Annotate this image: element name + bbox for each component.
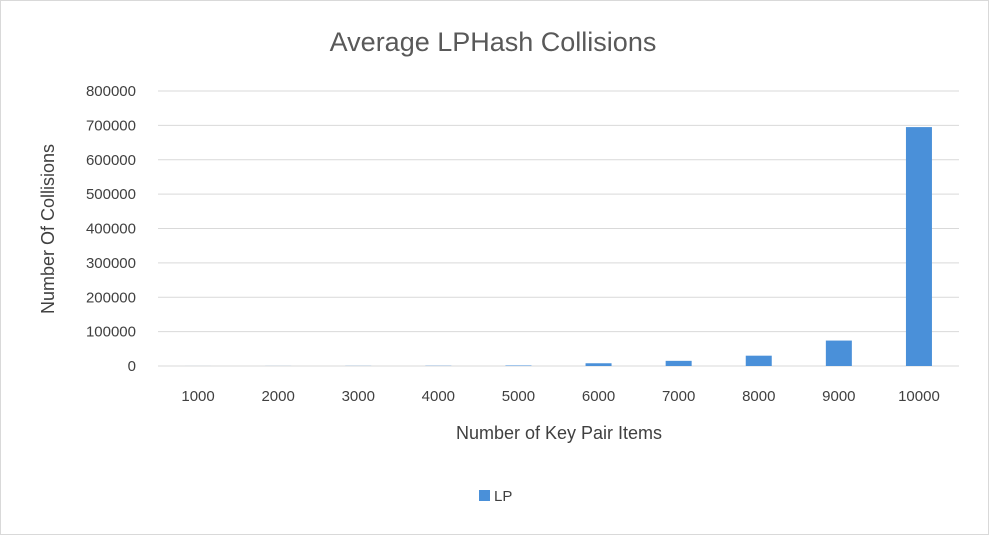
y-tick-label: 500000 [86, 186, 136, 203]
bar [505, 365, 531, 366]
x-tick-label: 9000 [822, 388, 855, 405]
x-tick-label: 4000 [422, 388, 455, 405]
bar [666, 361, 692, 366]
x-tick-label: 2000 [261, 388, 294, 405]
legend-label: LP [494, 488, 512, 505]
y-tick-label: 600000 [86, 152, 136, 169]
x-tick-label: 3000 [342, 388, 375, 405]
bar [746, 356, 772, 366]
y-tick-label: 700000 [86, 117, 136, 134]
x-axis-ticks: 1000 2000 3000 4000 5000 6000 7000 8000 9000 1000… [181, 388, 939, 405]
x-tick-label: 6000 [582, 388, 615, 405]
y-tick-label: 0 [128, 358, 136, 375]
y-tick-label: 800000 [86, 83, 136, 100]
bar [826, 341, 852, 366]
x-tick-label: 1000 [181, 388, 214, 405]
y-tick-label: 300000 [86, 255, 136, 272]
legend-swatch [479, 490, 490, 501]
bars [185, 127, 932, 366]
y-tick-label: 100000 [86, 324, 136, 341]
legend: LP [479, 488, 512, 505]
x-tick-label: 5000 [502, 388, 535, 405]
chart-title: Average LPHash Collisions [330, 27, 657, 57]
y-axis-ticks: 0 100000 200000 300000 400000 500000 600000 700… [86, 83, 136, 375]
x-axis-title: Number of Key Pair Items [456, 423, 662, 443]
y-axis-title: Number Of Collisions [38, 144, 58, 314]
y-tick-label: 400000 [86, 221, 136, 238]
bar [586, 363, 612, 366]
y-tick-label: 200000 [86, 289, 136, 306]
bar [906, 127, 932, 366]
x-tick-label: 10000 [898, 388, 940, 405]
x-tick-label: 8000 [742, 388, 775, 405]
x-tick-label: 7000 [662, 388, 695, 405]
grid-lines [158, 91, 959, 366]
